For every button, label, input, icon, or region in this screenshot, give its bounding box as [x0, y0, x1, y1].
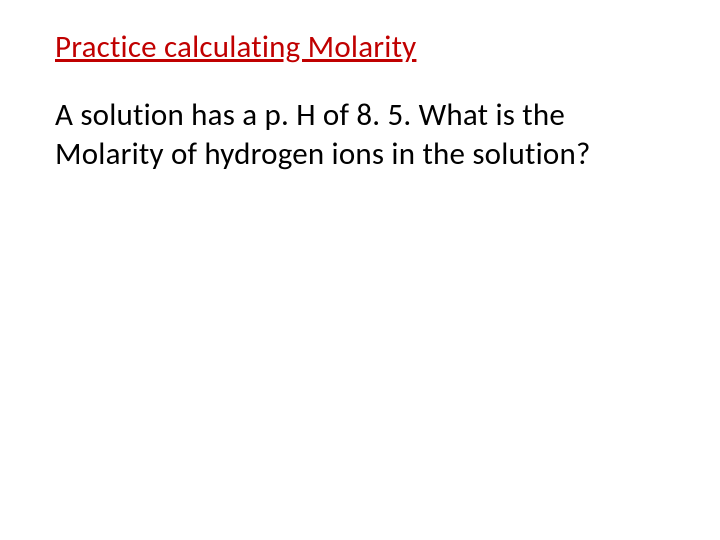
- slide-heading: Practice calculating Molarity: [55, 28, 665, 66]
- slide-body-text: A solution has a p. H of 8. 5. What is t…: [55, 96, 665, 174]
